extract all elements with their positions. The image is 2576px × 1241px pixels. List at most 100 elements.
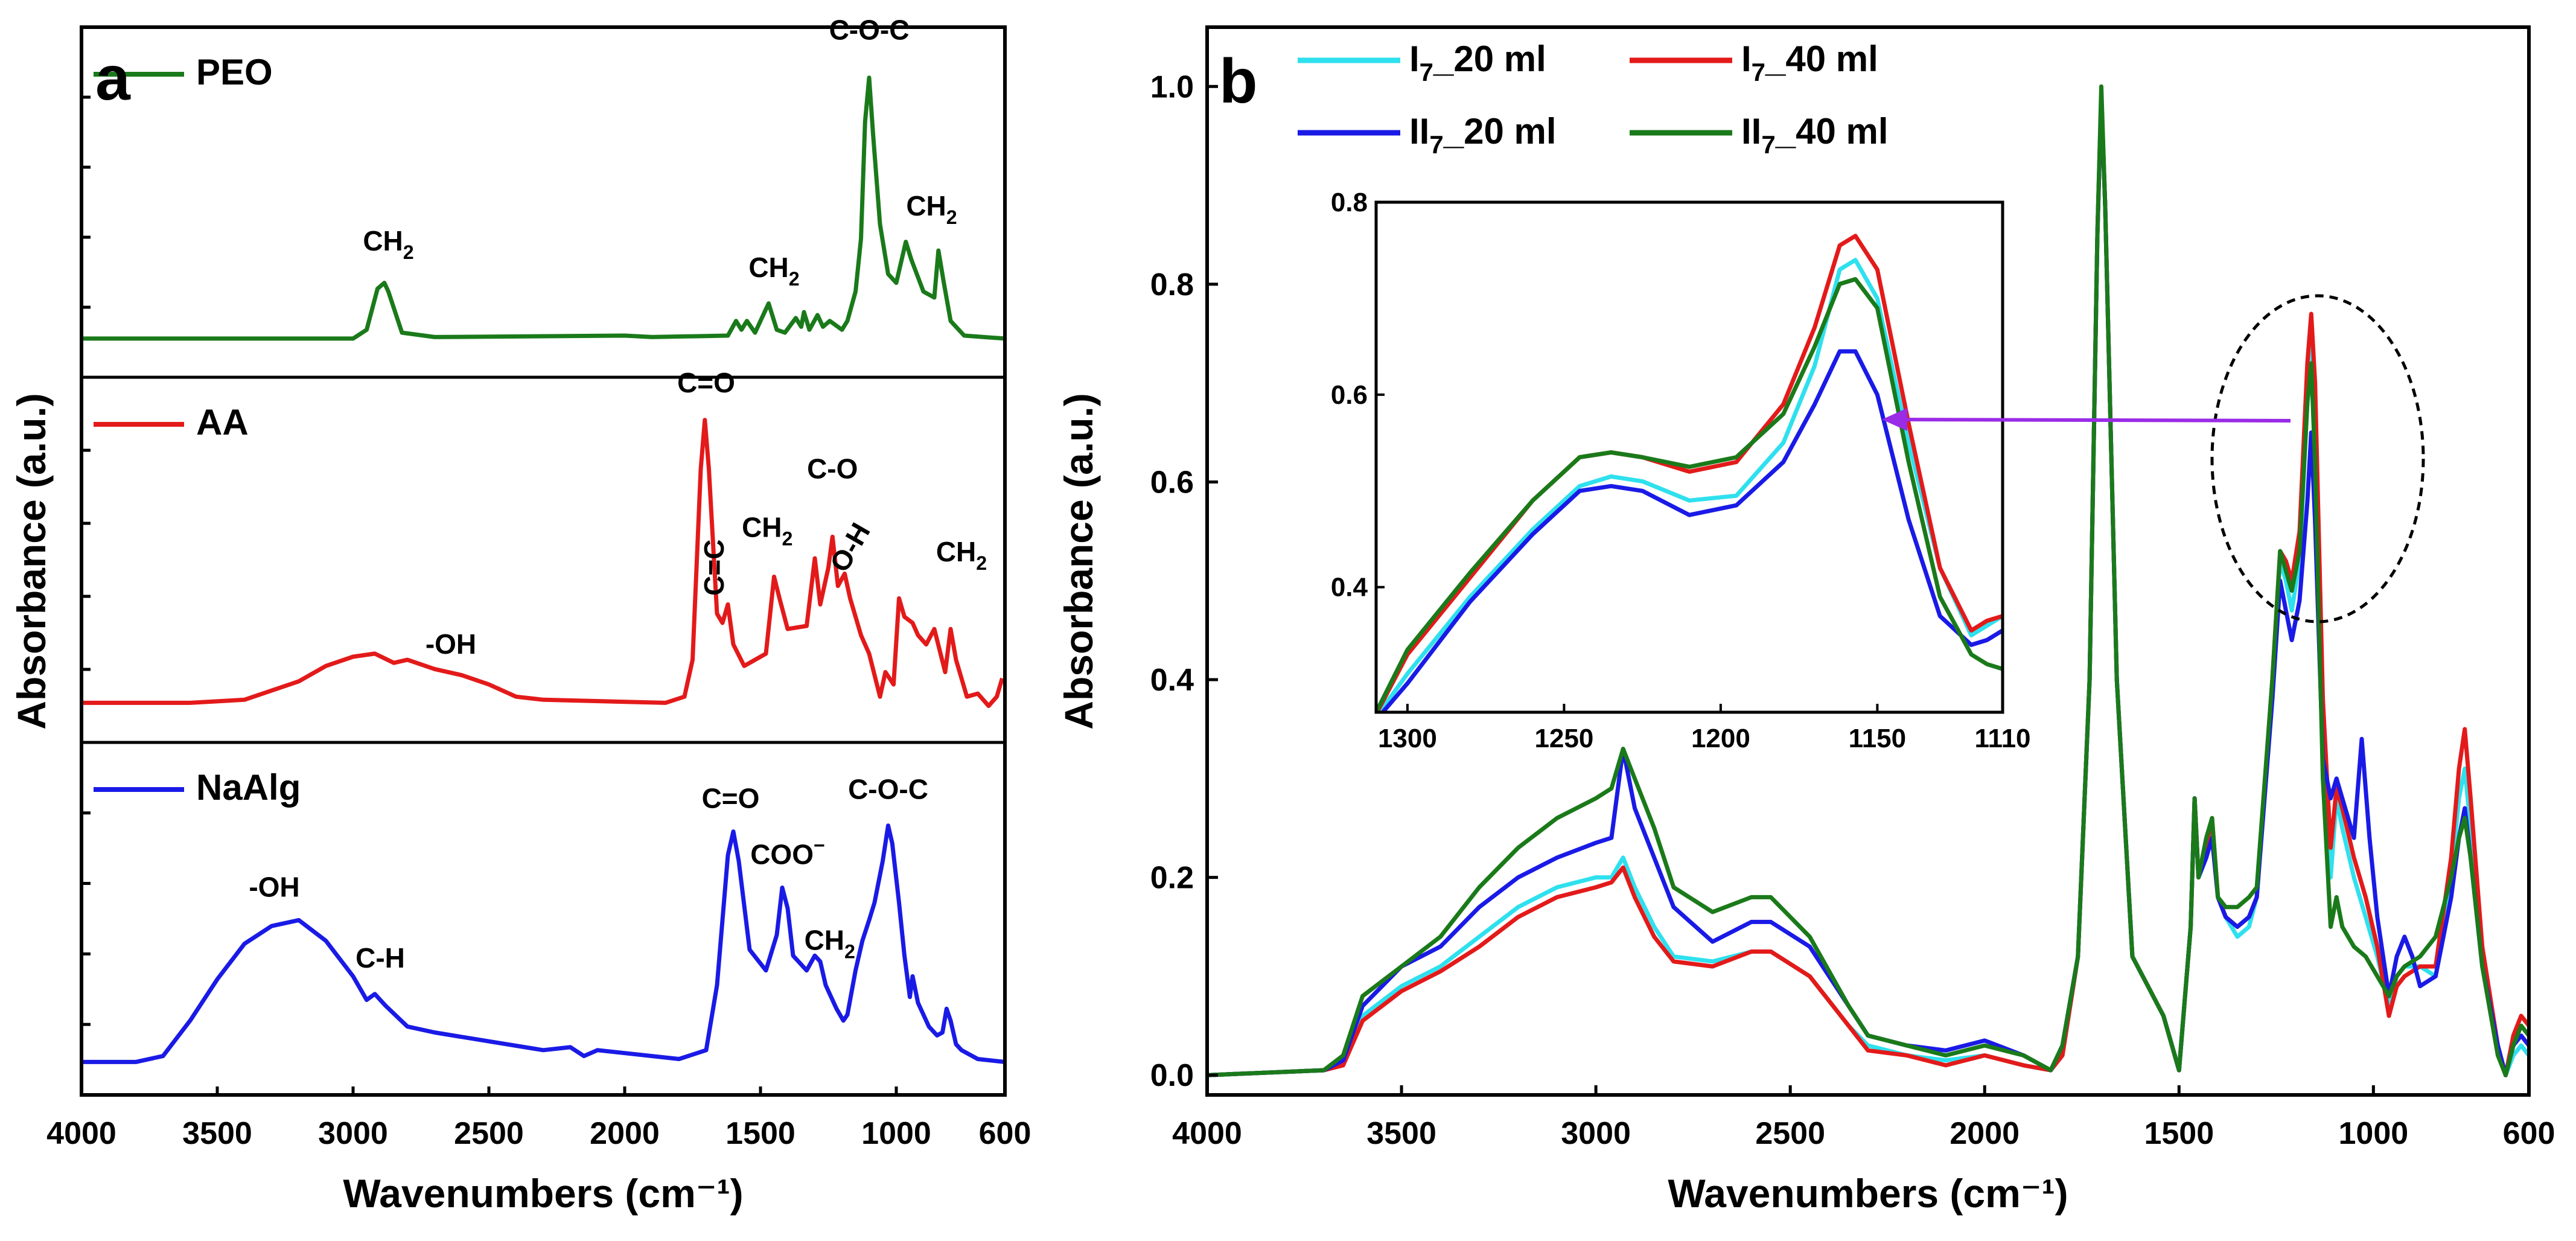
x-tick-label: 1500 xyxy=(725,1116,795,1151)
x-tick-label: 1500 xyxy=(2144,1116,2214,1151)
label-subscript: 2 xyxy=(789,268,800,290)
inset-line-series-2 xyxy=(1380,349,2003,712)
legend-suffix: _40 ml xyxy=(1765,39,1878,79)
x-tick-label: 1000 xyxy=(861,1116,931,1151)
inset-y-tick-label: 0.6 xyxy=(1331,380,1368,410)
label-subscript: 2 xyxy=(976,552,987,574)
label-main: C=O xyxy=(677,367,735,398)
label-subscript: 2 xyxy=(844,940,855,962)
inset-x-tick-label: 1250 xyxy=(1534,724,1593,753)
panel-b-letter: b xyxy=(1219,46,1258,116)
x-tick-label: 600 xyxy=(979,1116,1031,1151)
panel-a-ylabel: Absorbance (a.u.) xyxy=(9,393,54,729)
peak-annotation: C-H xyxy=(355,942,405,974)
inset-line-series-3 xyxy=(1376,277,2003,712)
label-main: C-O-C xyxy=(848,774,928,805)
panel-a-letter: a xyxy=(95,43,131,113)
peak-annotation: CH2 xyxy=(363,225,413,263)
spectrum-line-aa xyxy=(81,418,1004,708)
label-main: -OH xyxy=(249,871,299,902)
y-tick-label: 0.4 xyxy=(1150,663,1194,698)
panel-b-x-ticks: 4000 3500 3000 2500 2000 1500 1000 600 xyxy=(1172,1085,2555,1151)
inset-x-tick-label: 1150 xyxy=(1849,724,1906,753)
panel-a-xlabel: Wavenumbers (cm⁻¹) xyxy=(343,1171,743,1216)
inset-x-ticks: 1300 1250 1200 1150 1110 xyxy=(1378,704,2031,753)
x-tick-label: 3000 xyxy=(318,1116,388,1151)
peak-annotation: C=O xyxy=(702,782,760,814)
legend-label-aa: AA xyxy=(196,402,249,442)
panel-a-curves xyxy=(81,75,1006,1064)
peak-annotation: C-O xyxy=(807,453,858,484)
legend-label: II7_40 ml xyxy=(1741,111,1889,159)
label-main: C-O xyxy=(807,453,858,484)
legend-label-naalg: NaAlg xyxy=(196,767,301,808)
x-tick-label: 1000 xyxy=(2339,1116,2409,1151)
legend-label-peo: PEO xyxy=(196,52,273,92)
peak-annotation: CH2 xyxy=(805,924,855,962)
x-tick-label: 2000 xyxy=(1950,1116,2020,1151)
x-tick-label: 4000 xyxy=(1172,1116,1242,1151)
legend-name: I xyxy=(1741,39,1752,79)
peak-annotation: -OH xyxy=(426,628,476,660)
label-subscript: 2 xyxy=(403,241,414,263)
inset-y-ticks: 0.4 0.6 0.8 xyxy=(1331,188,1385,602)
inset-curves xyxy=(1376,234,2003,712)
panel-a-x-ticks: 4000 3500 3000 2500 2000 1500 1000 600 xyxy=(46,1086,1031,1151)
x-tick-label: 3500 xyxy=(1366,1116,1436,1151)
legend-label: I7_20 ml xyxy=(1409,39,1546,86)
legend-suffix: _40 ml xyxy=(1775,111,1889,152)
panel-b-ylabel: Absorbance (a.u.) xyxy=(1056,393,1101,729)
x-tick-label: 2500 xyxy=(454,1116,524,1151)
y-tick-label: 0.8 xyxy=(1150,267,1194,302)
y-tick-label: 1.0 xyxy=(1150,69,1194,104)
y-tick-label: 0.6 xyxy=(1150,465,1194,500)
legend-subscript: 7 xyxy=(1420,58,1433,86)
peak-annotation: CH2 xyxy=(742,511,792,549)
x-tick-label: 3000 xyxy=(1561,1116,1631,1151)
inset-x-tick-label: 1300 xyxy=(1378,724,1437,753)
legend-label: I7_40 ml xyxy=(1741,39,1878,86)
inset-zoom: 1300 1250 1200 1150 1110 0.4 0.6 0.8 xyxy=(1331,188,2031,753)
panel-b-xlabel: Wavenumbers (cm⁻¹) xyxy=(1668,1171,2068,1216)
y-tick-label: 0.2 xyxy=(1150,861,1194,896)
legend-name: II xyxy=(1741,111,1761,152)
spectrum-line-peo xyxy=(81,75,1006,341)
peak-annotation: CH2 xyxy=(936,536,987,574)
x-tick-label: 2500 xyxy=(1755,1116,1825,1151)
panel-b-curves xyxy=(1207,84,2531,1077)
inset-x-tick-label: 1110 xyxy=(1974,724,2030,753)
peak-annotation: CH2 xyxy=(748,252,799,290)
inset-y-tick-label: 0.8 xyxy=(1331,188,1368,217)
label-main: CH xyxy=(805,924,844,955)
peak-annotation: C=C xyxy=(698,540,730,596)
panel-b: 4000 3500 3000 2500 2000 1500 1000 600 0.00.20.… xyxy=(1056,25,2555,1216)
peak-annotation: O-H xyxy=(824,517,876,577)
spectrum-line-series-3 xyxy=(1207,84,2531,1077)
inset-x-tick-label: 1200 xyxy=(1691,724,1750,753)
panel-b-y-ticks: 0.0 0.2 0.4 0.6 0.8 1.0 xyxy=(1150,69,1218,1093)
label-main: CH xyxy=(936,536,976,567)
legend-suffix: _20 ml xyxy=(1433,39,1546,79)
label-main: -OH xyxy=(426,628,476,660)
peak-annotation: C-O-C xyxy=(848,774,928,805)
spectrum-line-naalg xyxy=(81,823,1006,1064)
peak-annotation: COO− xyxy=(750,834,825,870)
label-main: O-H xyxy=(824,517,876,577)
zoom-arrow-shaft xyxy=(1901,418,2291,423)
peak-annotation: -OH xyxy=(249,871,299,902)
legend-subscript: 7 xyxy=(1761,130,1775,159)
label-main: CH xyxy=(748,252,788,283)
zoom-arrow-head xyxy=(1882,408,1907,431)
highlight-ellipse xyxy=(2210,294,2425,624)
label-main: COO xyxy=(750,838,814,870)
label-main: CH xyxy=(742,511,782,543)
legend-label: II7_20 ml xyxy=(1409,111,1557,159)
x-tick-label: 600 xyxy=(2503,1116,2555,1151)
peak-annotation: C=O xyxy=(677,367,735,398)
label-subscript: 2 xyxy=(946,206,957,228)
y-tick-label: 0.0 xyxy=(1150,1058,1194,1093)
